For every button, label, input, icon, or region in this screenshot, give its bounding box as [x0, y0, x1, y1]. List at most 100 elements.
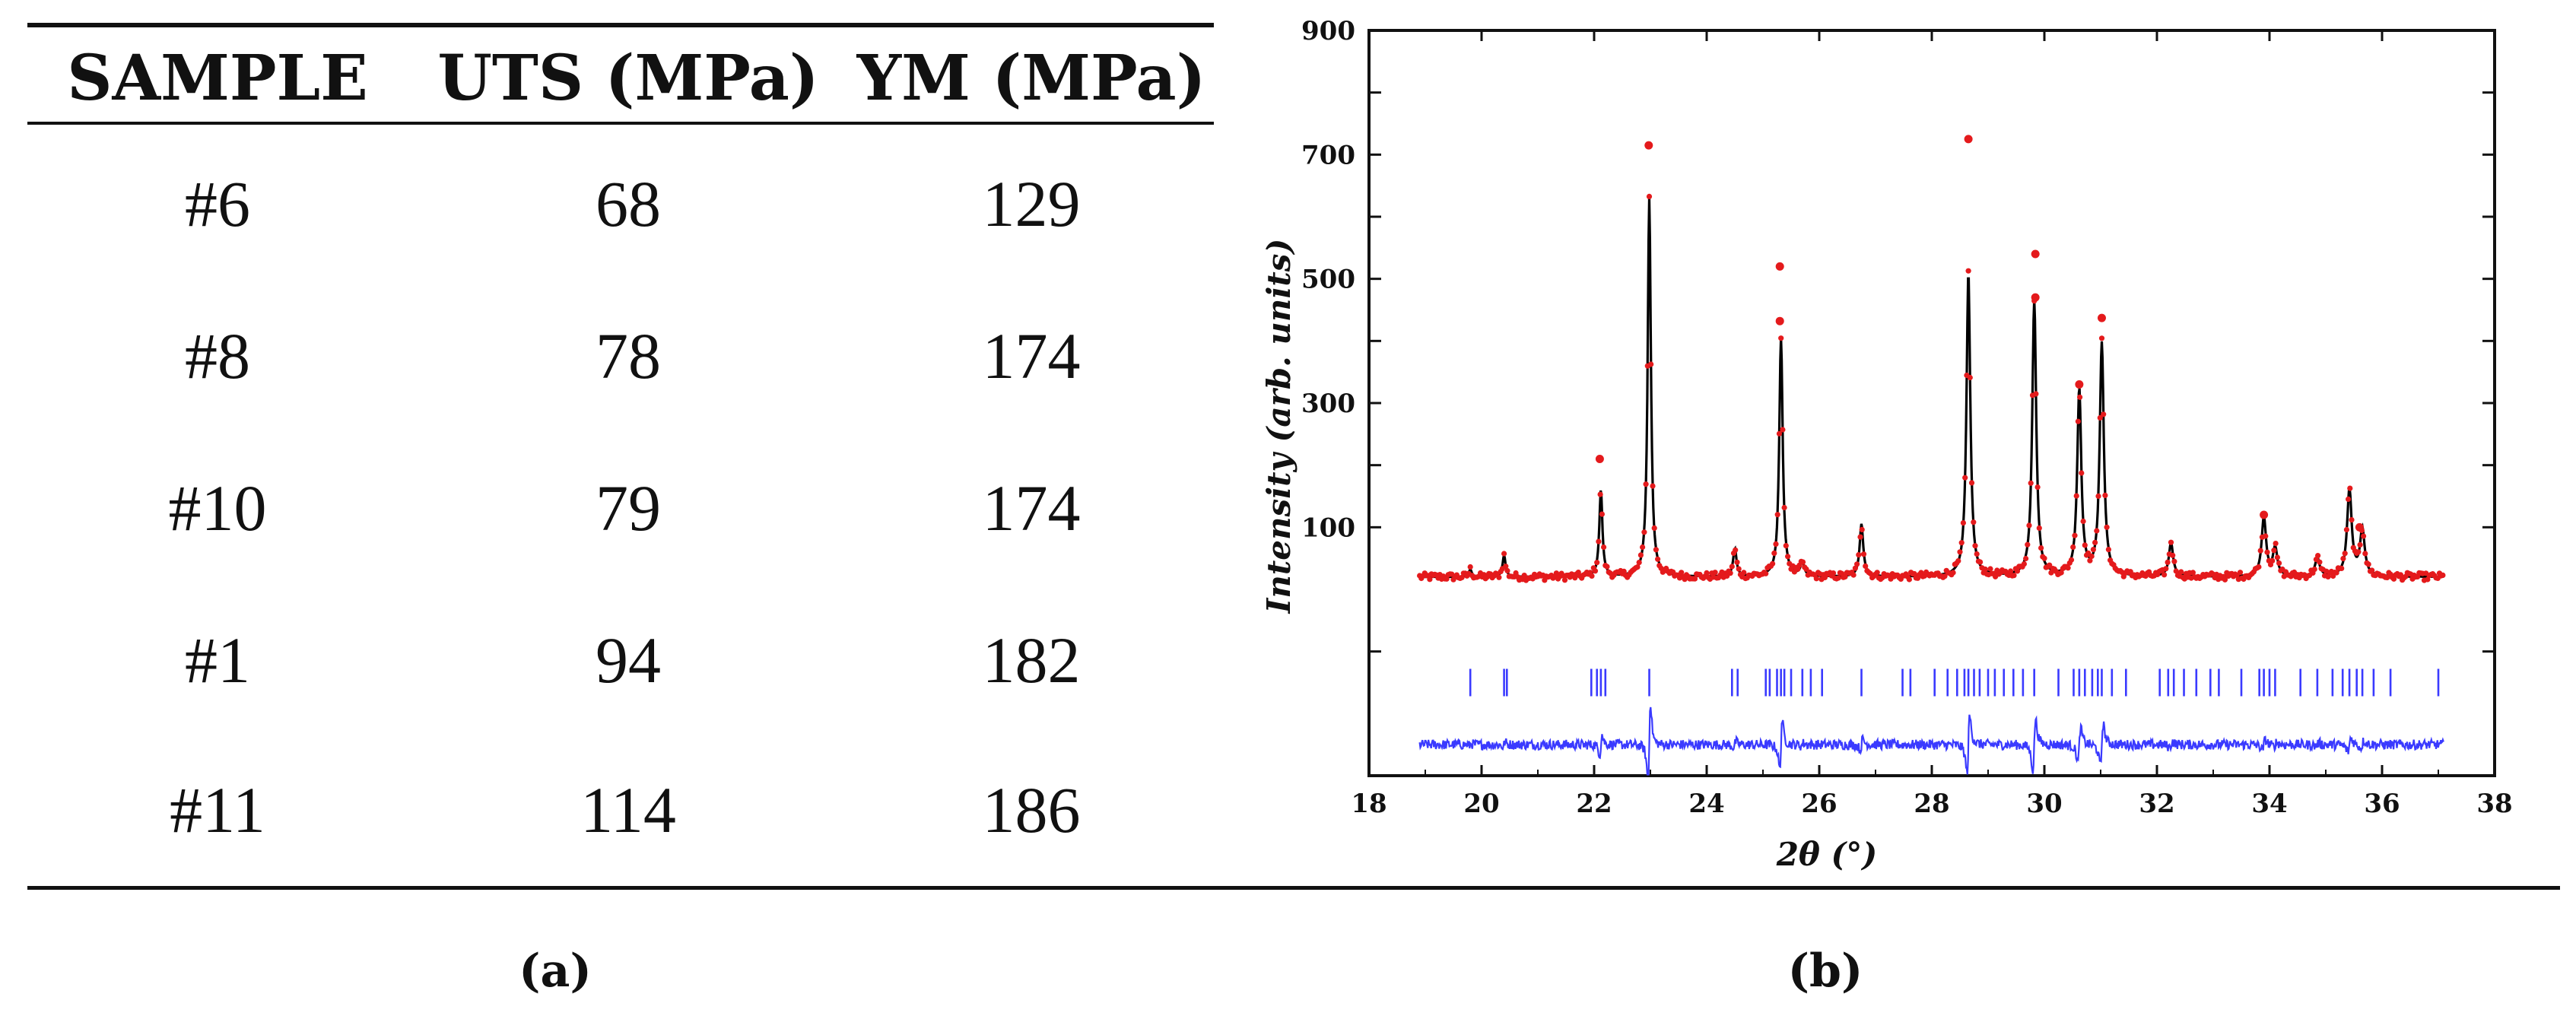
- observed-point: [1780, 427, 1786, 433]
- observed-point: [2058, 570, 2064, 576]
- observed-point: [2011, 573, 2017, 579]
- observed-point: [2325, 573, 2331, 580]
- observed-point: [2333, 570, 2339, 576]
- observed-point: [1987, 566, 1993, 572]
- x-tick-label: 36: [2364, 789, 2400, 819]
- observed-point: [2349, 517, 2355, 523]
- observed-point: [1856, 552, 1862, 558]
- observed-point: [1942, 573, 1948, 579]
- observed-point: [1504, 567, 1510, 574]
- observed-point: [1604, 564, 1610, 570]
- observed-point: [2178, 569, 2184, 575]
- observed-point: [1637, 552, 1644, 558]
- observed-point: [1496, 574, 1502, 580]
- observed-point: [2168, 539, 2174, 545]
- observed-point: [1643, 481, 1649, 487]
- observed-point: [1691, 576, 1698, 582]
- observed-peak-point: [2355, 522, 2364, 532]
- observed-point: [1857, 534, 1863, 540]
- observed-point: [2315, 553, 2321, 559]
- observed-point: [1960, 520, 1966, 526]
- observed-point: [2190, 570, 2196, 576]
- observed-point: [1874, 570, 1880, 576]
- observed-point: [2269, 557, 2276, 564]
- observed-point: [1977, 559, 1984, 565]
- observed-point: [2369, 567, 2375, 573]
- observed-point: [1852, 565, 1858, 571]
- observed-point: [1467, 564, 1473, 570]
- observed-point: [2342, 551, 2348, 557]
- x-tick-label: 22: [1576, 789, 1612, 819]
- observed-point: [2104, 524, 2110, 530]
- observed-point: [2090, 547, 2096, 553]
- observed-point: [2048, 570, 2054, 576]
- observed-point: [2073, 493, 2079, 499]
- observed-point: [1646, 193, 1653, 199]
- observed-point: [1776, 430, 1783, 437]
- caption-a: (a): [519, 945, 592, 998]
- observed-point: [2274, 554, 2280, 560]
- observed-point: [2077, 394, 2083, 400]
- figure-bottom-rule: [27, 886, 2560, 890]
- observed-point: [1785, 554, 1791, 560]
- observed-point: [2041, 555, 2047, 561]
- observed-point: [1854, 561, 1860, 567]
- observed-point: [1653, 547, 1659, 553]
- x-tick-label: 30: [2026, 789, 2062, 819]
- observed-point: [2087, 557, 2093, 564]
- observed-point: [1650, 483, 1656, 489]
- observed-point: [2082, 542, 2088, 548]
- observed-point: [1459, 574, 1465, 581]
- observed-point: [2384, 574, 2390, 581]
- observed-point: [1640, 544, 1646, 551]
- observed-point: [1799, 559, 1806, 565]
- observed-point: [1594, 560, 1600, 566]
- observed-peak-point: [2260, 510, 2269, 519]
- observed-point: [1651, 525, 1657, 532]
- observed-point: [1967, 374, 1973, 381]
- observed-point: [1971, 519, 1977, 525]
- x-tick-label: 28: [1914, 789, 1949, 819]
- observed-point: [1636, 560, 1642, 566]
- observed-point: [2271, 548, 2277, 554]
- cell-sample: #8: [185, 319, 250, 392]
- observed-point: [2080, 518, 2086, 525]
- observed-point: [1596, 538, 1602, 545]
- observed-point: [1561, 577, 1568, 583]
- observed-point: [2222, 576, 2228, 583]
- y-axis-label: Intensity (arb. units): [1260, 239, 1298, 614]
- observed-point: [2165, 559, 2171, 566]
- observed-point: [2101, 411, 2107, 418]
- x-tick-label: 24: [1688, 789, 1724, 819]
- observed-point: [2102, 492, 2108, 499]
- cell-uts: 78: [596, 319, 661, 392]
- series-difference: [1418, 706, 2444, 776]
- observed-point: [1863, 563, 1869, 570]
- observed-point: [2257, 548, 2263, 554]
- observed-point: [2311, 567, 2317, 573]
- x-tick-label: 32: [2139, 789, 2174, 819]
- observed-point: [1982, 566, 1988, 573]
- observed-point: [2317, 559, 2323, 565]
- observed-point: [2355, 549, 2362, 555]
- observed-point: [1778, 335, 1784, 341]
- observed-point: [1648, 361, 1654, 367]
- header-uts: UTS (MPa): [437, 42, 819, 115]
- table-header-rule: [27, 122, 1214, 125]
- observed-point: [1958, 540, 1965, 546]
- observed-peak-point: [2097, 313, 2106, 322]
- cell-sample: #11: [170, 773, 265, 846]
- observed-point: [1911, 570, 1917, 577]
- observed-point: [2365, 561, 2371, 567]
- observed-point: [1771, 550, 1777, 557]
- observed-point: [1859, 526, 1865, 533]
- observed-point: [1733, 547, 1739, 553]
- observed-point: [1950, 570, 1956, 576]
- properties-table: SAMPLE UTS (MPa) YM (MPa) #6 68 129 #8 7…: [27, 0, 1214, 882]
- observed-point: [2171, 558, 2177, 564]
- cell-ym: 186: [982, 773, 1081, 846]
- observed-point: [2440, 572, 2446, 579]
- x-tick-label: 26: [1801, 789, 1837, 819]
- x-tick-label: 38: [2476, 789, 2512, 819]
- observed-point: [2347, 485, 2353, 491]
